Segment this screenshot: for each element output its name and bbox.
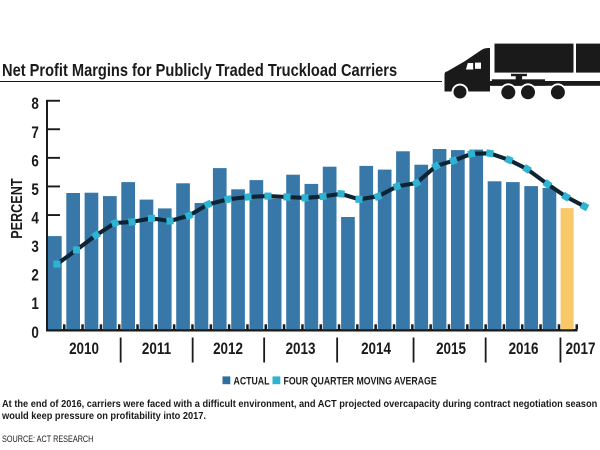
svg-text:ACTUAL: ACTUAL	[234, 376, 270, 388]
svg-text:5: 5	[31, 180, 39, 199]
svg-text:2012: 2012	[213, 340, 243, 359]
svg-text:PERCENT: PERCENT	[9, 178, 27, 239]
svg-text:6: 6	[31, 152, 38, 171]
svg-text:0: 0	[31, 323, 38, 342]
svg-text:7: 7	[31, 123, 38, 142]
svg-text:4: 4	[31, 209, 39, 228]
svg-text:2010: 2010	[69, 340, 99, 359]
svg-text:8: 8	[31, 95, 39, 114]
svg-text:2017: 2017	[566, 340, 596, 359]
svg-text:2015: 2015	[436, 340, 466, 359]
svg-text:2013: 2013	[286, 340, 316, 359]
svg-text:2016: 2016	[509, 340, 539, 359]
svg-text:FOUR QUARTER MOVING AVERAGE: FOUR QUARTER MOVING AVERAGE	[284, 376, 438, 388]
svg-text:1: 1	[31, 295, 39, 314]
svg-text:3: 3	[31, 238, 38, 257]
svg-text:2014: 2014	[361, 340, 391, 359]
svg-text:2011: 2011	[142, 340, 172, 359]
svg-text:2: 2	[31, 266, 38, 285]
